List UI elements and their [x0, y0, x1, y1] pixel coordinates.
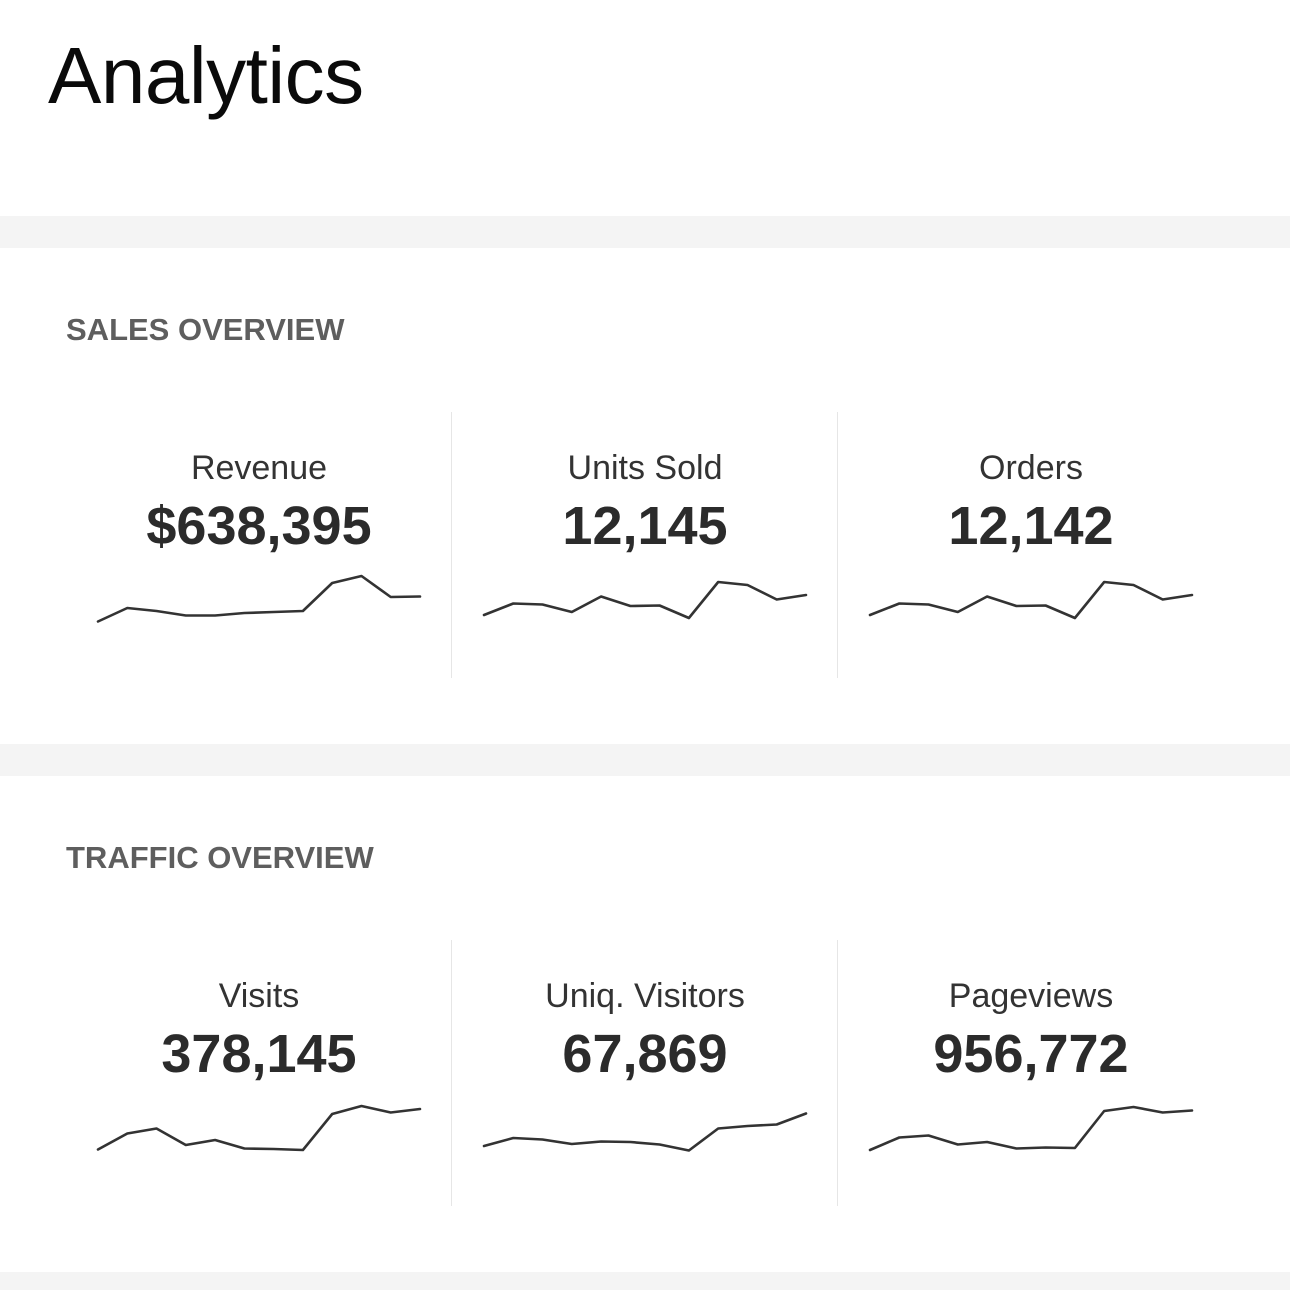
sparkline-line — [96, 1104, 422, 1152]
metric-label: Revenue — [190, 449, 328, 487]
pageviews-sparkline — [868, 1105, 1194, 1152]
traffic-overview-section: TRAFFIC OVERVIEW Visits 378,145 Uniq. Vi… — [0, 838, 1290, 1248]
section-heading: SALES OVERVIEW — [66, 312, 345, 347]
page-title: Analytics — [48, 31, 364, 120]
metric-card-visits[interactable]: Visits 378,145 — [66, 940, 452, 1206]
metrics-row: Visits 378,145 Uniq. Visitors 67,869 Pag… — [66, 940, 1226, 1206]
metric-label: Orders — [979, 449, 1083, 487]
section-divider — [0, 216, 1290, 248]
metric-value: 12,142 — [948, 496, 1114, 556]
sparkline-line — [482, 580, 808, 620]
metric-card-revenue[interactable]: Revenue $638,395 — [66, 412, 452, 678]
section-divider — [0, 744, 1290, 776]
sparkline-line — [868, 580, 1194, 620]
orders-sparkline — [868, 580, 1194, 620]
visits-sparkline — [96, 1104, 422, 1152]
sales-overview-section: SALES OVERVIEW Revenue $638,395 Units So… — [0, 310, 1290, 720]
revenue-sparkline — [96, 574, 422, 623]
metric-value: $638,395 — [146, 496, 372, 556]
metric-value: 378,145 — [161, 1024, 357, 1084]
metric-value: 12,145 — [562, 496, 728, 556]
metric-label: Visits — [218, 977, 300, 1015]
unique-visitors-sparkline — [482, 1112, 808, 1152]
section-heading: TRAFFIC OVERVIEW — [66, 840, 374, 875]
metric-label: Uniq. Visitors — [545, 977, 745, 1015]
metric-card-orders[interactable]: Orders 12,142 — [837, 412, 1224, 678]
section-divider — [0, 1272, 1290, 1290]
metrics-row: Revenue $638,395 Units Sold 12,145 Order… — [66, 412, 1226, 678]
sparkline-line — [96, 574, 422, 623]
metric-label: Units Sold — [567, 449, 723, 487]
sparkline-line — [482, 1112, 808, 1152]
metric-value: 67,869 — [562, 1024, 728, 1084]
sparkline-line — [868, 1105, 1194, 1152]
metric-label: Pageviews — [948, 977, 1114, 1015]
units-sold-sparkline — [482, 580, 808, 620]
metric-card-unique-visitors[interactable]: Uniq. Visitors 67,869 — [451, 940, 838, 1206]
metric-card-units-sold[interactable]: Units Sold 12,145 — [451, 412, 838, 678]
metric-value: 956,772 — [933, 1024, 1129, 1084]
metric-card-pageviews[interactable]: Pageviews 956,772 — [837, 940, 1224, 1206]
